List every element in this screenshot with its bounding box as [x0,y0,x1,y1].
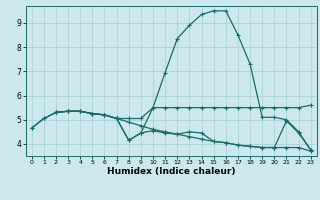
X-axis label: Humidex (Indice chaleur): Humidex (Indice chaleur) [107,167,236,176]
